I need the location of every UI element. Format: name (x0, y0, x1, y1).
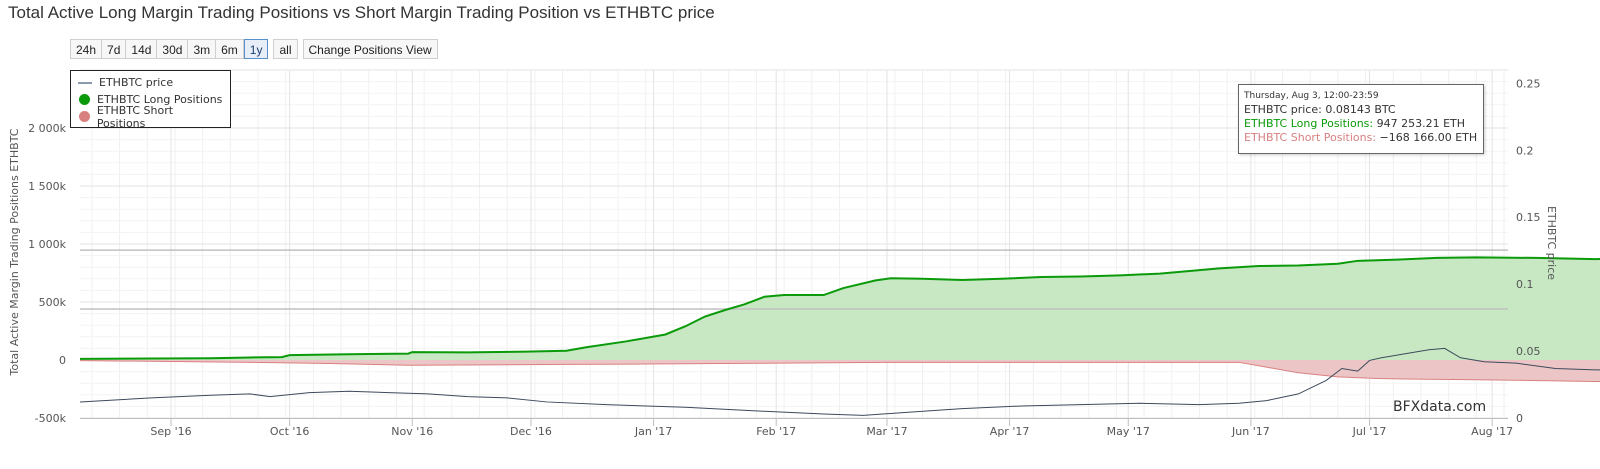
x-tick-label: Aug '17 (1471, 425, 1513, 438)
y-right-axis-title: ETHBTC price (1545, 206, 1558, 280)
legend-price-label: ETHBTC price (99, 76, 174, 89)
tooltip-short-row: ETHBTC Short Positions: −168 166.00 ETH (1244, 131, 1478, 145)
y-left-axis-title: Total Active Margin Trading Positions ET… (8, 128, 21, 376)
chart-tooltip: Thursday, Aug 3, 12:00-23:59 ETHBTC pric… (1238, 84, 1484, 154)
tooltip-long-row: ETHBTC Long Positions: 947 253.21 ETH (1244, 117, 1478, 131)
watermark: BFXdata.com (1393, 399, 1487, 415)
y-left-tick-label: 2 000k (28, 122, 66, 135)
x-tick-label: Nov '16 (391, 425, 433, 438)
x-tick-label: Jun '17 (1231, 425, 1270, 438)
legend-item-long[interactable]: ETHBTC Long Positions (78, 91, 223, 108)
tooltip-short-label: ETHBTC Short Positions: (1244, 131, 1377, 144)
y-right-tick-label: 0.15 (1516, 211, 1541, 224)
y-right-tick-label: 0.25 (1516, 77, 1541, 90)
x-tick-label: Jan '17 (634, 425, 672, 438)
chart-title: Total Active Long Margin Trading Positio… (8, 3, 715, 22)
tooltip-price-label: ETHBTC price: (1244, 103, 1322, 116)
range-button-24h[interactable]: 24h (70, 39, 103, 59)
y-right-tick-label: 0 (1516, 412, 1523, 425)
legend-item-short[interactable]: ETHBTC Short Positions (78, 104, 223, 130)
tooltip-header: Thursday, Aug 3, 12:00-23:59 (1244, 91, 1379, 101)
x-tick-label: Jul '17 (1352, 425, 1387, 438)
range-button-1y[interactable]: 1y (243, 39, 269, 59)
y-right-tick-label: 0.1 (1516, 278, 1534, 291)
tooltip-short-value: −168 166.00 ETH (1379, 131, 1478, 144)
tooltip-long-label: ETHBTC Long Positions: (1244, 117, 1374, 130)
x-tick-label: Oct '16 (270, 425, 310, 438)
range-button-30d[interactable]: 30d (157, 39, 189, 59)
x-tick-label: May '17 (1107, 425, 1150, 438)
range-button-14d[interactable]: 14d (126, 39, 158, 59)
tooltip-price-row: ETHBTC price: 0.08143 BTC (1244, 103, 1478, 117)
range-button-6m[interactable]: 6m (216, 39, 244, 59)
legend-price-line-icon (78, 81, 92, 84)
x-tick-label: Apr '17 (990, 425, 1030, 438)
chart-legend: ETHBTC price ETHBTC Long Positions ETHBT… (70, 70, 231, 130)
y-left-tick-label: 1 000k (28, 238, 66, 251)
short-positions-line (79, 360, 1600, 382)
range-button-all[interactable]: all (273, 39, 298, 59)
tooltip-price-value: 0.08143 BTC (1325, 103, 1396, 116)
legend-short-dot-icon (79, 111, 90, 122)
change-positions-view-button[interactable]: Change Positions View (302, 39, 438, 59)
range-button-7d[interactable]: 7d (102, 39, 127, 59)
tooltip-long-value: 947 253.21 ETH (1376, 117, 1466, 130)
x-tick-label: Feb '17 (756, 425, 796, 438)
range-button-3m[interactable]: 3m (188, 39, 217, 59)
price-line (79, 347, 1600, 416)
y-right-tick-label: 0.2 (1516, 144, 1534, 157)
x-tick-label: Sep '16 (150, 425, 191, 438)
x-tick-label: Dec '16 (510, 425, 552, 438)
legend-item-price[interactable]: ETHBTC price (78, 74, 223, 91)
x-tick-label: Mar '17 (866, 425, 907, 438)
range-selector: 24h 7d 14d 30d 3m 6m 1y all Change Posit… (70, 39, 438, 59)
long-positions-line (79, 256, 1600, 360)
legend-long-label: ETHBTC Long Positions (97, 93, 223, 106)
long-positions-area (80, 257, 1600, 360)
y-left-tick-label: 500k (39, 296, 67, 309)
chart-axes: -500k 0 500k 1 000k 1 500k 2 000k 0 0.05 0.1 0.15… (8, 77, 1558, 438)
y-left-tick-label: -500k (35, 412, 67, 425)
chart-lines (79, 249, 1600, 416)
legend-long-dot-icon (79, 94, 90, 105)
y-right-tick-label: 0.05 (1516, 345, 1541, 358)
y-left-tick-label: 0 (59, 354, 66, 367)
legend-short-label: ETHBTC Short Positions (96, 103, 174, 130)
y-left-tick-label: 1 500k (28, 180, 66, 193)
